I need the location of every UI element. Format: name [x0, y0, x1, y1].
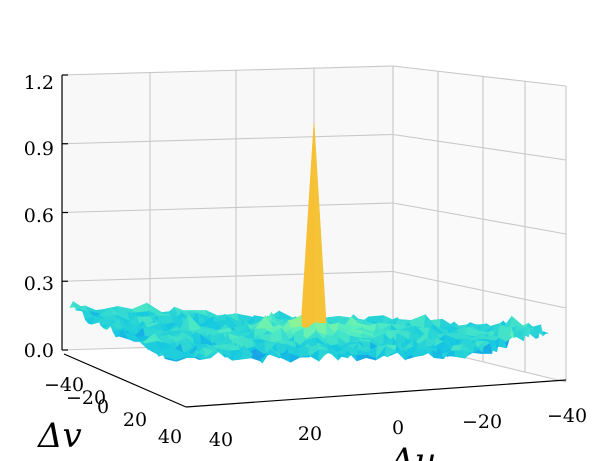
z-tick-label: 0.0 [24, 340, 54, 362]
y-tick-label: 0 [97, 396, 109, 418]
gridline [61, 133, 394, 145]
gridline [392, 133, 567, 161]
surface-facet [318, 349, 329, 362]
gridline [392, 270, 567, 309]
y-tick-label: −40 [44, 374, 84, 396]
surface-facet [413, 349, 425, 358]
gridline [61, 202, 394, 214]
z-tick-label: 0.3 [24, 273, 54, 295]
x-axis-line [185, 379, 567, 408]
z-tick-label: 0.9 [24, 138, 54, 160]
surface-facet [460, 344, 473, 354]
gridline [61, 65, 394, 76]
x-tick-label: −20 [462, 411, 502, 433]
x-tick-label: −40 [547, 405, 587, 427]
x-axis-label: Δu [388, 441, 436, 461]
x-tick-label: 0 [392, 417, 404, 439]
gridline [61, 270, 394, 282]
gridline [392, 65, 567, 87]
surface-facet [356, 354, 368, 362]
surface-facet [298, 346, 310, 358]
surface-mesh [69, 123, 549, 364]
y-axis-line [63, 353, 187, 408]
x-tick-label: 20 [298, 423, 322, 445]
axis-ticks [62, 74, 68, 351]
surface-facet [279, 353, 292, 363]
y-tick-label: −20 [66, 387, 106, 409]
y-axis-label: Δv [36, 416, 82, 456]
gridline [392, 202, 567, 235]
y-tick-label: 40 [158, 426, 182, 448]
x-tick-label: 40 [209, 429, 233, 451]
side-pane [393, 66, 566, 382]
surface-facet [393, 349, 406, 361]
y-tick-label: 20 [123, 409, 147, 431]
z-tick-label: 0.6 [24, 205, 54, 227]
z-tick-label: 1.2 [24, 72, 54, 94]
